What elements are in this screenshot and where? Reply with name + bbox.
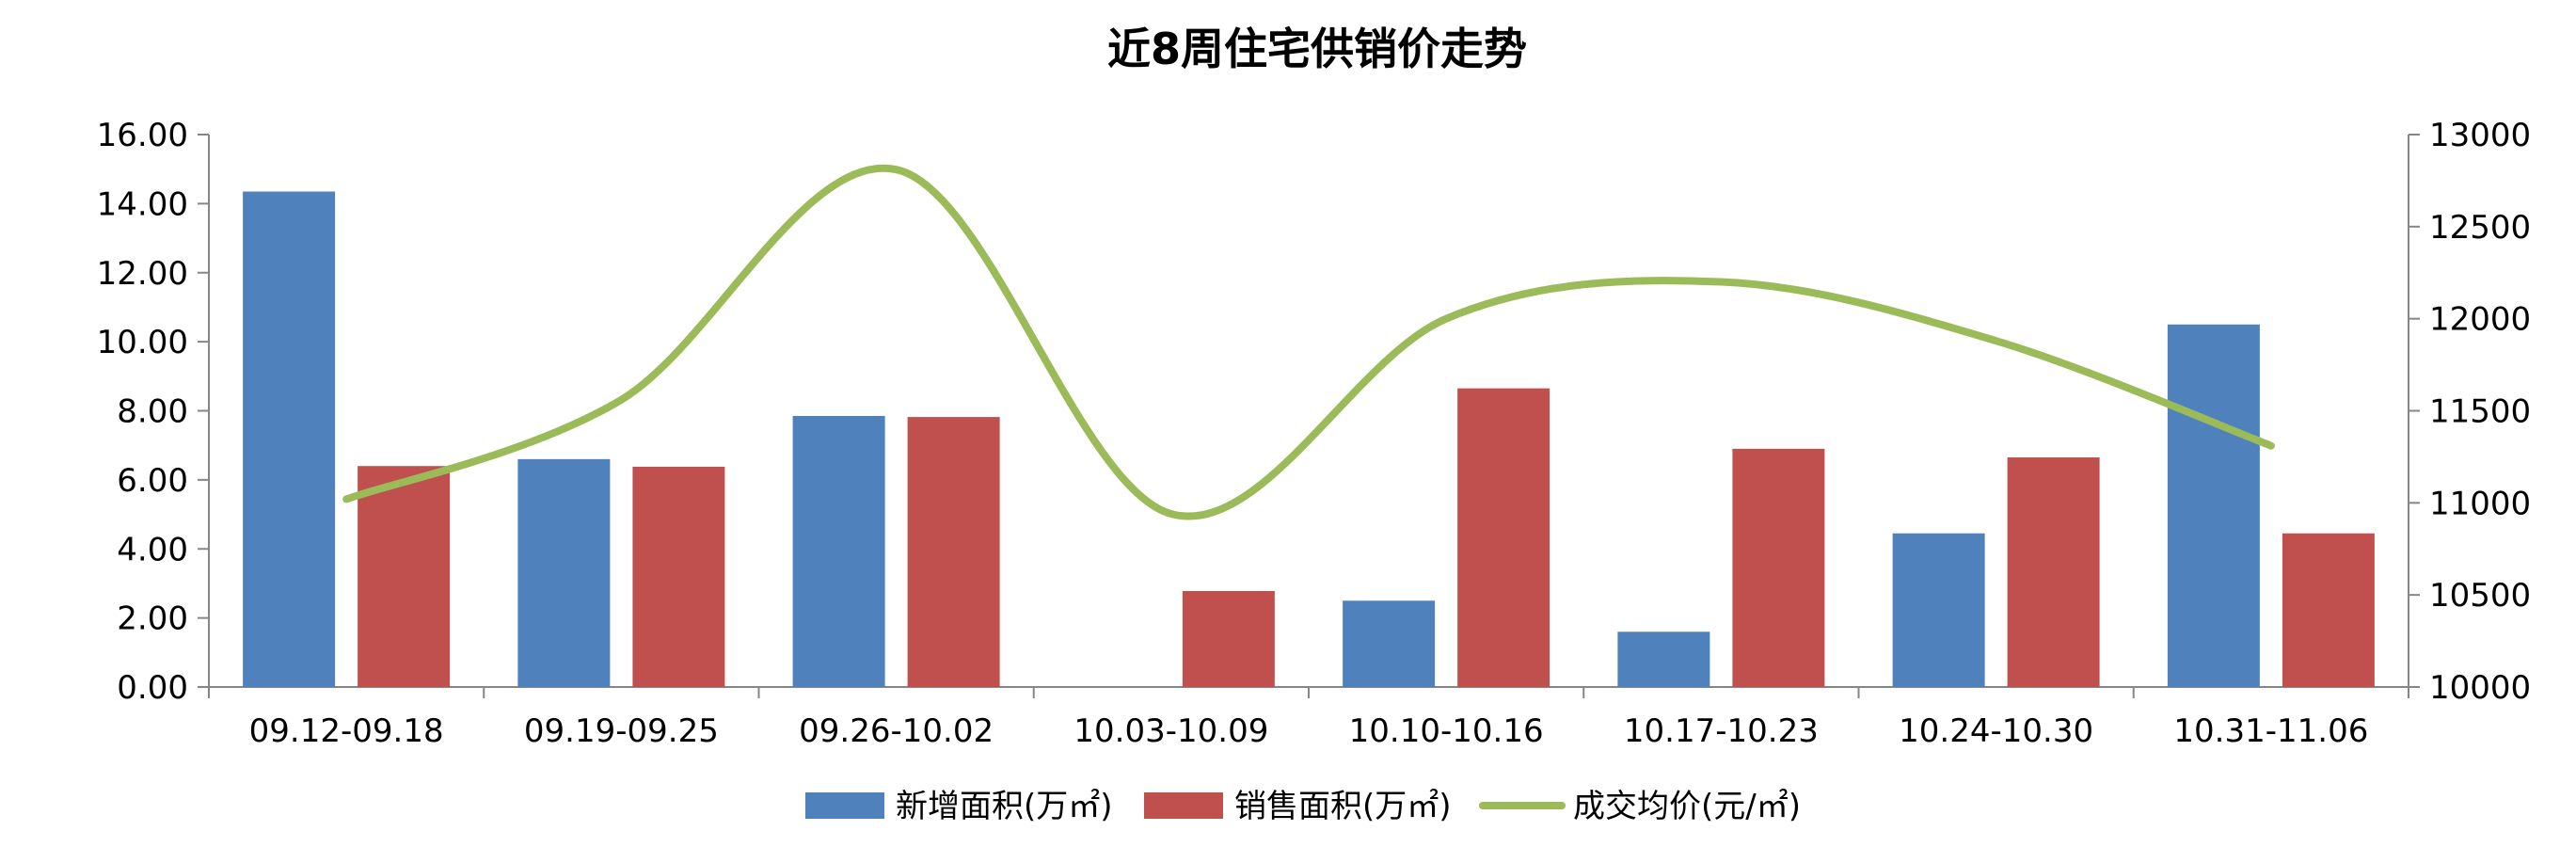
price-line-path (342, 164, 2275, 520)
left-axis-tick-label: 8.00 (117, 393, 188, 431)
bar-sales-area (632, 466, 725, 687)
x-axis-category-label: 10.03-10.09 (1073, 712, 1268, 750)
left-axis-tick-label: 10.00 (97, 324, 188, 361)
legend-swatch (805, 792, 884, 819)
left-axis-tick-label: 4.00 (117, 531, 188, 568)
x-axis-category-label: 09.12-09.18 (249, 712, 444, 750)
legend-label: 销售面积(万㎡) (1234, 788, 1452, 825)
chart-title: 近8周住宅供销价走势 (1107, 24, 1527, 74)
bar-new-area (1617, 631, 1710, 687)
right-axis-tick-label: 11500 (2429, 393, 2531, 431)
bar-sales-area (1182, 591, 1275, 687)
right-axis-tick-label: 11000 (2429, 485, 2531, 522)
bar-sales-area (358, 466, 451, 687)
left-axis-tick-label: 14.00 (97, 185, 188, 223)
bar-sales-area (1732, 448, 1825, 687)
legend-swatch (1144, 792, 1223, 819)
bar-new-area (1343, 600, 1436, 687)
bar-sales-area (2282, 533, 2375, 687)
bar-new-area (792, 416, 885, 687)
bar-sales-area (1457, 388, 1550, 687)
right-axis-tick-label: 10000 (2429, 669, 2531, 707)
bar-new-area (1892, 533, 1985, 687)
bar-new-area (517, 458, 611, 687)
price-line (342, 164, 2275, 520)
left-axis-tick-label: 2.00 (117, 600, 188, 638)
left-axis-tick-label: 16.00 (97, 117, 188, 154)
legend-label: 新增面积(万㎡) (896, 788, 1113, 825)
x-axis-category-label: 09.19-09.25 (524, 712, 719, 750)
bar-sales-area (2007, 457, 2100, 687)
bars (243, 191, 2375, 688)
legend: 新增面积(万㎡) 销售面积(万㎡) 成交均价(元/㎡) (805, 788, 1801, 825)
left-axis-tick-label: 0.00 (117, 669, 188, 707)
x-axis-category-label: 10.24-10.30 (1899, 712, 2093, 750)
bar-new-area (2167, 324, 2260, 687)
legend-label: 成交均价(元/㎡) (1573, 788, 1801, 825)
bar-new-area (243, 191, 336, 688)
right-axis-tick-label: 13000 (2429, 117, 2531, 154)
bar-sales-area (907, 417, 1000, 687)
axes: 0.00 2.00 4.00 6.00 8.00 10.00 12.00 14.00 16.00… (97, 117, 2532, 750)
left-axis-tick-label: 12.00 (97, 255, 188, 293)
right-axis-tick-label: 12000 (2429, 301, 2531, 339)
left-axis-tick-label: 6.00 (117, 462, 188, 500)
x-axis-category-label: 10.17-10.23 (1624, 712, 1819, 750)
right-axis-tick-label: 12500 (2429, 209, 2531, 247)
x-axis-category-label: 10.10-10.16 (1349, 712, 1544, 750)
x-axis-category-label: 09.26-10.02 (799, 712, 994, 750)
x-axis-category-label: 10.31-11.06 (2173, 712, 2368, 750)
right-axis-tick-label: 10500 (2429, 577, 2531, 615)
